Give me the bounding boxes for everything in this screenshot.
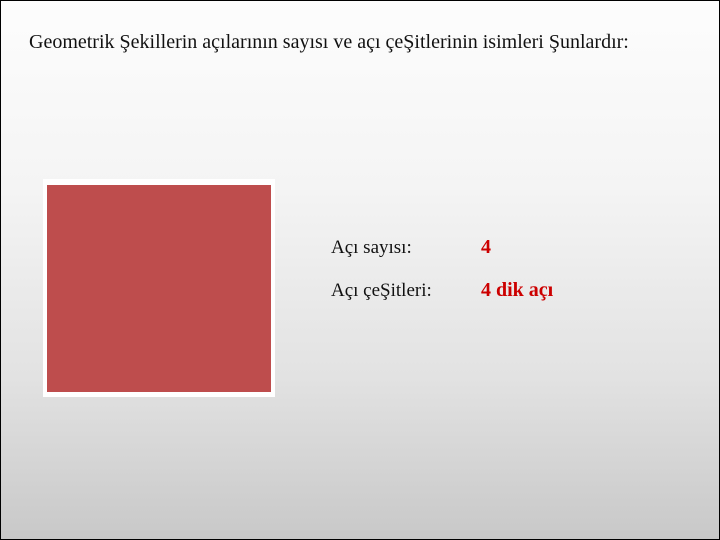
angle-count-value: 4 xyxy=(481,236,491,259)
info-block: Açı sayısı: 4 Açı çeŞitleri: 4 dik açı xyxy=(331,236,553,322)
angle-types-value: 4 dik açı xyxy=(481,279,553,302)
info-row: Açı çeŞitleri: 4 dik açı xyxy=(331,279,553,302)
info-row: Açı sayısı: 4 xyxy=(331,236,553,259)
square-shape xyxy=(47,185,271,392)
angle-count-label: Açı sayısı: xyxy=(331,237,481,259)
slide: Geometrik Şekillerin açılarının sayısı v… xyxy=(1,1,719,539)
slide-heading: Geometrik Şekillerin açılarının sayısı v… xyxy=(29,23,691,61)
angle-types-label: Açı çeŞitleri: xyxy=(331,280,481,302)
